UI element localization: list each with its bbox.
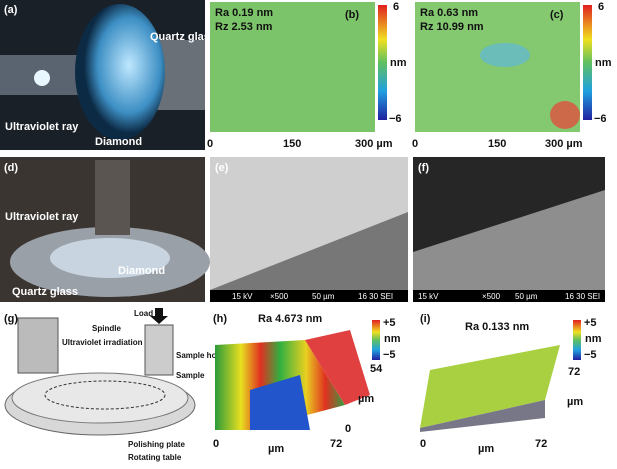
polishing-plate <box>11 372 189 424</box>
axis-label: 150 <box>488 138 506 150</box>
uv-lamp <box>17 317 59 374</box>
panel-label: (e) <box>215 162 229 174</box>
path <box>44 380 166 410</box>
annotation: Ultraviolet irradiation <box>62 338 143 347</box>
axis-label: µm <box>478 443 494 455</box>
annotation: Ultraviolet ray <box>5 121 79 133</box>
annotation: Rotating table <box>128 453 182 462</box>
colorbar-label: nm <box>384 333 401 345</box>
colorbar-label: nm <box>585 333 602 345</box>
panel-label: (c) <box>550 9 564 21</box>
annotation: Load <box>134 309 153 318</box>
panel-g: (g) Load Spindle Ultraviolet irradiation… <box>4 308 231 462</box>
axis-label: 300 µm <box>355 138 393 150</box>
colorbar <box>573 320 581 360</box>
axis-label: 0 <box>213 438 219 450</box>
sem-footer <box>413 290 605 302</box>
colorbar-label: nm <box>390 57 407 69</box>
stat: Rz 10.99 nm <box>420 21 484 33</box>
panel-label: (h) <box>213 313 227 325</box>
axis-label: 300 µm <box>545 138 583 150</box>
axis-label: 54 <box>370 363 383 375</box>
colorbar-label: 6 <box>393 1 399 13</box>
colorbar-label: nm <box>595 57 612 69</box>
sem-info: 50 µm <box>312 292 335 301</box>
panel-label: (d) <box>4 162 18 174</box>
panel-label: (f) <box>418 162 429 174</box>
panel-f: (f) 15 kV ×500 50 µm 16 30 SEI <box>413 157 605 302</box>
sem-surface <box>413 190 605 290</box>
axis-label: 72 <box>568 366 580 378</box>
annotation: Spindle <box>92 324 121 333</box>
annotation: Sample holder <box>176 351 231 360</box>
axis-label: 0 <box>412 138 418 150</box>
map-feature <box>550 101 580 129</box>
axis-label: µm <box>268 443 284 455</box>
colorbar <box>583 5 592 120</box>
sem-info: 50 µm <box>515 292 538 301</box>
panel-i: (i) Ra 0.133 nm +5 nm −5 72 µm 0 µm 72 <box>420 313 602 455</box>
axis-label: 72 <box>535 438 547 450</box>
panel-label: (a) <box>4 4 18 16</box>
map-feature <box>480 43 530 67</box>
sem-surface <box>210 157 408 290</box>
colorbar <box>372 320 380 360</box>
annotation: Quartz glass <box>150 31 216 43</box>
sem-info: ×500 <box>482 292 501 301</box>
axis-label: µm <box>567 396 583 408</box>
colorbar-label: −6 <box>594 113 607 125</box>
panel-b: Ra 0.19 nm Rz 2.53 nm (b) 6 nm −6 0 150 … <box>207 1 407 150</box>
colorbar-label: −5 <box>584 349 597 361</box>
sem-info: ×500 <box>270 292 289 301</box>
height-map <box>210 2 375 132</box>
panel-d: (d) Ultraviolet ray Diamond Quartz glass <box>0 157 210 302</box>
spindle <box>144 324 174 376</box>
colorbar-label: −6 <box>389 113 402 125</box>
stat: Ra 0.63 nm <box>420 7 478 19</box>
axis-label: 72 <box>330 438 342 450</box>
axis-label: 150 <box>283 138 301 150</box>
sem-info: 16 30 SEI <box>565 292 600 301</box>
axis-label: 0 <box>345 423 351 435</box>
annotation: Quartz glass <box>12 286 78 298</box>
colorbar-label: −5 <box>383 349 396 361</box>
annotation: Polishing plate <box>128 440 185 449</box>
surface-edge <box>420 400 545 432</box>
annotation: Diamond <box>95 136 142 148</box>
sem-info: 15 kV <box>418 292 439 301</box>
sem-footer <box>210 290 408 302</box>
annotation: Diamond <box>118 265 165 277</box>
panel-label: (g) <box>4 313 18 325</box>
stat: Ra 0.19 nm <box>215 7 273 19</box>
stat: Ra 0.133 nm <box>465 321 529 333</box>
annotation: Ultraviolet ray <box>5 211 79 223</box>
surface <box>420 345 560 428</box>
quartz <box>50 238 170 278</box>
panel-c: Ra 0.63 nm Rz 10.99 nm (c) 6 nm −6 0 150… <box>412 1 612 150</box>
spindle <box>95 160 130 235</box>
stat: Rz 2.53 nm <box>215 21 273 33</box>
load-arrow <box>150 308 168 324</box>
axis-label: µm <box>358 393 374 405</box>
surface <box>250 375 310 430</box>
panel-label: (b) <box>345 9 359 21</box>
colorbar-label: +5 <box>584 317 597 329</box>
colorbar-label: 6 <box>598 1 604 13</box>
annotation: Sample <box>176 371 205 380</box>
sem-info: 15 kV <box>232 292 253 301</box>
panel-label: (i) <box>420 313 431 325</box>
sem-info: 16 30 SEI <box>358 292 393 301</box>
panel-e: (e) 15 kV ×500 50 µm 16 30 SEI <box>210 157 408 302</box>
uv-spot <box>34 70 50 86</box>
panel-h: (h) Ra 4.673 nm +5 nm −5 54 µm 0 72 0 µm <box>213 313 401 455</box>
stat: Ra 4.673 nm <box>258 313 322 325</box>
colorbar-label: +5 <box>383 317 396 329</box>
axis-label: 0 <box>420 438 426 450</box>
colorbar <box>378 5 387 120</box>
surface <box>305 330 370 405</box>
quartz-disk <box>75 4 165 140</box>
axis-label: 0 <box>207 138 213 150</box>
panel-a: (a) Quartz glass Ultraviolet ray Diamond <box>0 0 216 150</box>
